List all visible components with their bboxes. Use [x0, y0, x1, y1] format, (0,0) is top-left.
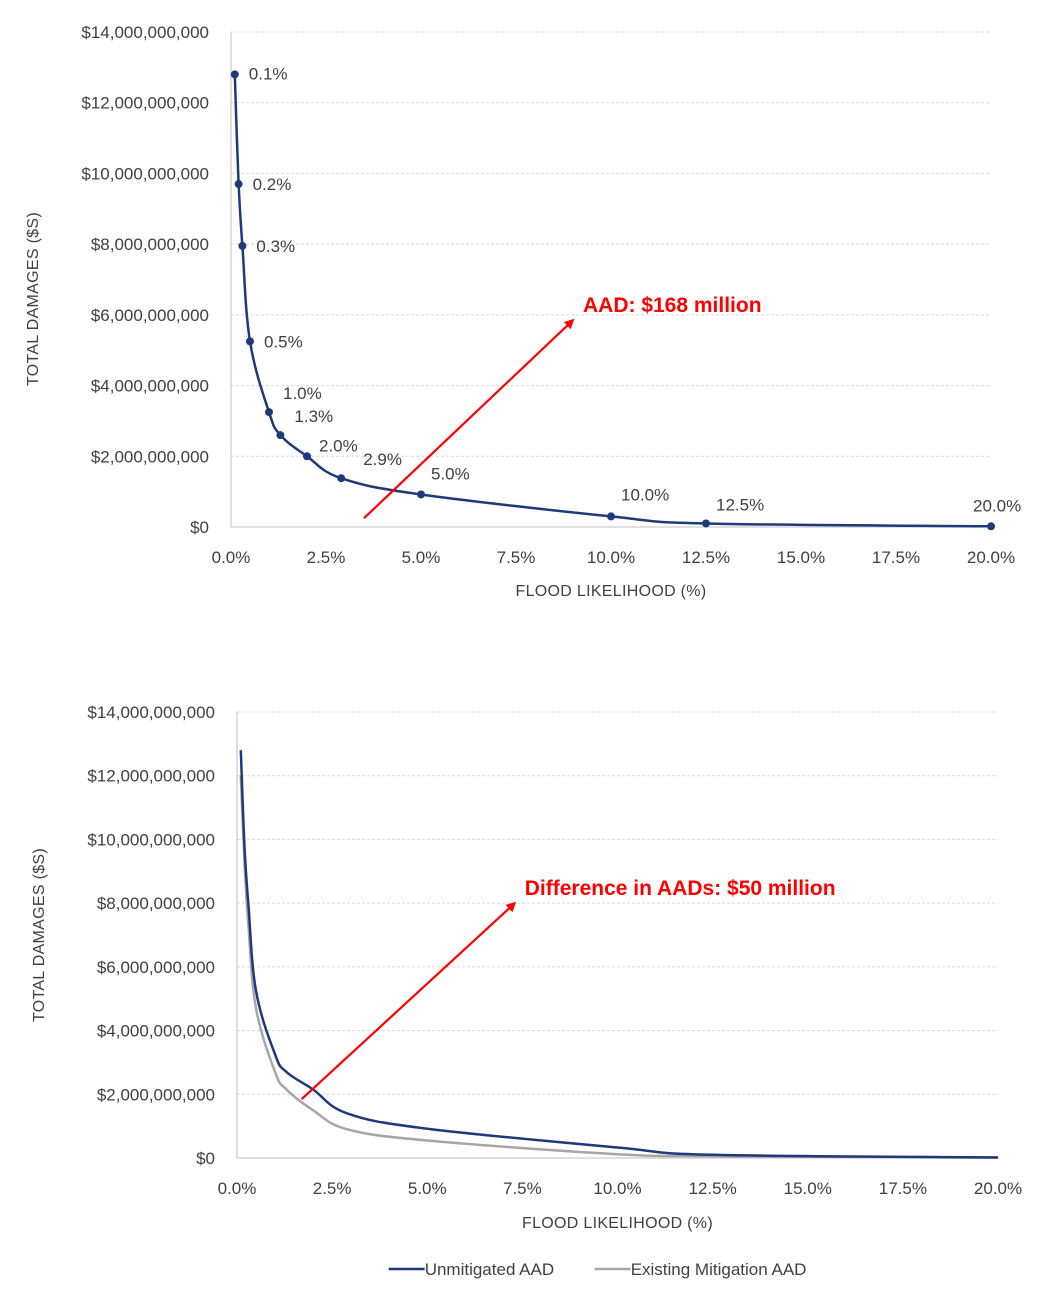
data-point: [265, 408, 273, 417]
annotation-arrow: [363, 318, 575, 519]
y-tick-label: $10,000,000,000: [87, 830, 215, 849]
x-tick-label: 2.5%: [313, 1179, 352, 1198]
data-label: 0.1%: [249, 64, 288, 83]
y-tick-label: $10,000,000,000: [81, 164, 209, 183]
data-label: 10.0%: [621, 485, 669, 504]
data-label: 1.3%: [294, 407, 333, 426]
y-tick-label: $6,000,000,000: [97, 958, 215, 977]
data-label: 0.5%: [264, 332, 303, 351]
x-tick-label: 12.5%: [689, 1179, 737, 1198]
x-tick-label: 15.0%: [784, 1179, 832, 1198]
data-point: [238, 241, 247, 250]
annotation-arrow: [300, 901, 517, 1100]
chart-top: $0 $2,000,000,000 $4,000,000,000 $6,000,000…: [25, 23, 1021, 600]
data-point: [276, 431, 285, 440]
data-label: 0.2%: [253, 175, 292, 194]
data-label: 12.5%: [716, 495, 764, 514]
legend-entry: Unmitigated AAD: [425, 1260, 554, 1279]
x-tick-label: 10.0%: [587, 548, 635, 567]
x-tick-label: 5.0%: [402, 548, 441, 567]
chart-bottom: $0 $2,000,000,000 $4,000,000,000 $6,000,000…: [31, 703, 1022, 1279]
x-tick-label: 2.5%: [307, 548, 346, 567]
y-tick-label: $12,000,000,000: [87, 767, 215, 786]
data-point: [337, 474, 346, 483]
series-line: [239, 750, 999, 1159]
x-tick-label: 20.0%: [967, 548, 1015, 567]
data-point: [607, 512, 615, 521]
annotation-text: AAD: $168 million: [583, 294, 762, 317]
y-tick-label: $2,000,000,000: [91, 447, 209, 466]
data-point: [987, 522, 995, 531]
legend-entry: Existing Mitigation AAD: [631, 1260, 807, 1279]
x-tick-label: 15.0%: [777, 548, 825, 567]
x-tick-label: 0.0%: [218, 1179, 257, 1198]
x-axis-title: FLOOD LIKELIHOOD (%): [516, 583, 707, 600]
data-point: [234, 180, 243, 189]
x-tick-label: 0.0%: [212, 548, 251, 567]
series-line: [239, 775, 999, 1159]
annotation-text: Difference in AADs: $50 million: [525, 877, 836, 900]
y-tick-label: $4,000,000,000: [97, 1022, 215, 1041]
y-axis-title: TOTAL DAMAGES ($S): [25, 212, 42, 386]
y-tick-label: $14,000,000,000: [87, 703, 215, 722]
data-point: [246, 337, 254, 346]
y-tick-label: $12,000,000,000: [81, 94, 209, 113]
y-tick-label: $0: [196, 1149, 215, 1168]
x-tick-label: 10.0%: [593, 1179, 641, 1198]
y-tick-label: $8,000,000,000: [91, 235, 209, 254]
data-label: 20.0%: [973, 496, 1021, 515]
y-tick-label: $4,000,000,000: [91, 377, 209, 396]
y-axis-title: TOTAL DAMAGES ($S): [31, 848, 48, 1022]
y-tick-label: $8,000,000,000: [97, 894, 215, 913]
data-label: 2.0%: [319, 436, 358, 455]
y-tick-label: $14,000,000,000: [81, 23, 209, 42]
x-tick-label: 17.5%: [872, 548, 920, 567]
x-tick-label: 7.5%: [497, 548, 536, 567]
x-axis-title: FLOOD LIKELIHOOD (%): [522, 1215, 713, 1232]
x-tick-label: 20.0%: [974, 1179, 1022, 1198]
data-point: [230, 70, 239, 79]
data-label: 2.9%: [363, 450, 402, 469]
y-tick-label: $0: [190, 518, 209, 537]
data-label: 0.3%: [256, 237, 295, 256]
x-tick-label: 17.5%: [879, 1179, 927, 1198]
x-tick-label: 7.5%: [503, 1179, 542, 1198]
data-point: [417, 490, 425, 499]
data-point: [303, 452, 311, 461]
y-tick-label: $6,000,000,000: [91, 306, 209, 325]
data-label: 5.0%: [431, 464, 470, 483]
x-tick-label: 12.5%: [682, 548, 730, 567]
data-label: 1.0%: [283, 384, 322, 403]
x-tick-label: 5.0%: [408, 1179, 447, 1198]
data-point: [702, 519, 710, 528]
y-tick-label: $2,000,000,000: [97, 1085, 215, 1104]
